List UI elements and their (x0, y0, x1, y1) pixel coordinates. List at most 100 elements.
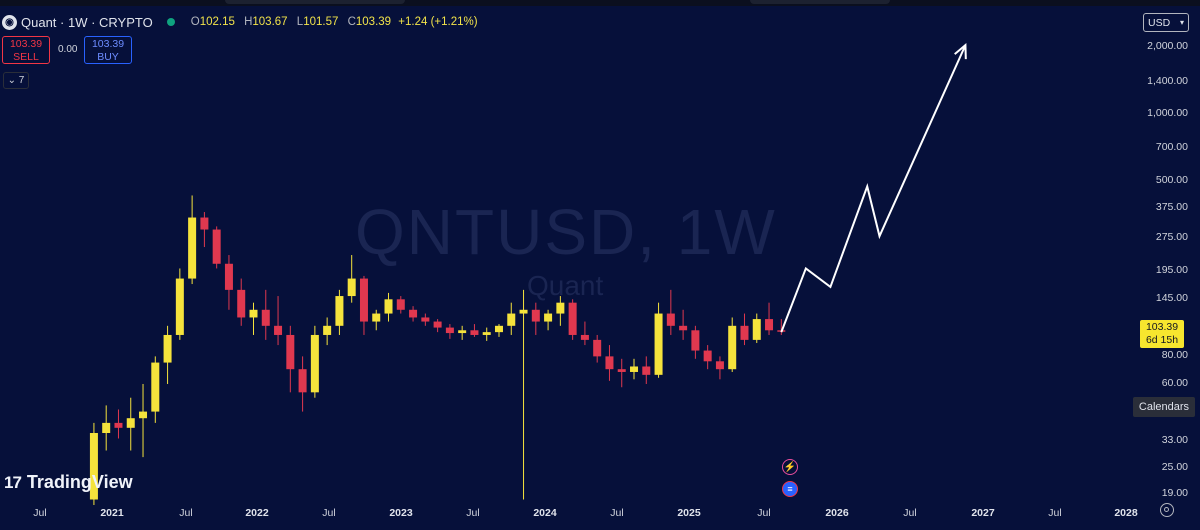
time-axis-label: Jul (757, 507, 771, 519)
browser-tab[interactable] (750, 0, 890, 4)
candle-2021-04 (126, 397, 135, 451)
time-axis-label: Jul (610, 507, 624, 519)
candle-2022-11 (359, 275, 368, 335)
quant-logo-icon: ◉ (2, 14, 17, 30)
ohlc-values: O102.15 H103.67 L101.57 C103.39 +1.24 (+… (190, 16, 478, 28)
time-axis-label: 2024 (533, 507, 557, 519)
candle-2022-08 (323, 317, 332, 346)
symbol-header[interactable]: ◉ Quant · 1W · CRYPTO O102.15 H103.67 L1… (2, 12, 478, 32)
candle-2022-12 (372, 309, 381, 331)
candle-2021-07 (163, 325, 172, 384)
candle-body (359, 278, 368, 322)
open-value: 102.15 (199, 16, 235, 28)
buy-button[interactable]: 103.39 BUY (84, 36, 132, 64)
candle-body (114, 422, 123, 428)
price-axis-label: 19.00 (1161, 487, 1188, 500)
candle-2021-12 (224, 255, 233, 310)
tradingview-wordmark: TradingView (26, 472, 133, 492)
price-axis-label: 145.00 (1155, 292, 1188, 305)
candle-2024-12 (666, 289, 675, 335)
price-axis-label: 2,000.00 (1147, 40, 1188, 53)
spread-value: 0.00 (58, 44, 78, 55)
candle-body (679, 325, 688, 331)
top-tab-strip (0, 0, 1200, 6)
time-axis-label: Jul (179, 507, 193, 519)
price-axis-label: 195.00 (1155, 263, 1188, 276)
candle-2025-06 (740, 313, 749, 346)
candle-2022-05 (286, 325, 295, 393)
candle-2021-01 (89, 422, 98, 505)
candle-2024-04 (568, 299, 577, 340)
candle-2023-08 (470, 324, 479, 337)
candle-2025-02 (691, 325, 700, 359)
candle-2024-06 (593, 334, 602, 363)
candle-body (372, 313, 381, 322)
candle-2023-11 (507, 302, 516, 335)
last-price-badge: 103.39 6d 15h (1140, 320, 1184, 348)
gear-icon[interactable] (1160, 503, 1174, 517)
candle-body (335, 296, 344, 326)
currency-select[interactable]: USD ▾ (1143, 13, 1189, 32)
candle-body (482, 332, 491, 335)
candle-2022-03 (261, 289, 270, 340)
candle-2024-05 (580, 321, 589, 346)
candle-2023-01 (384, 292, 393, 322)
candle-body (740, 325, 749, 340)
price-axis-label: 80.00 (1161, 349, 1188, 362)
time-axis-label: 2022 (245, 507, 269, 519)
projection-line (780, 44, 967, 333)
candle-body (298, 369, 307, 393)
time-axis-label: 2021 (100, 507, 124, 519)
us-flag-event-icon[interactable]: ≡ (782, 481, 798, 497)
indicators-count: 7 (18, 75, 25, 86)
candle-body (494, 325, 503, 333)
currency-value: USD (1148, 16, 1171, 29)
candle-2021-08 (175, 268, 184, 340)
candle-2022-02 (249, 302, 258, 335)
browser-tab[interactable] (225, 0, 405, 4)
price-axis-label: 500.00 (1155, 173, 1188, 186)
candle-2025-07 (752, 313, 761, 343)
candle-body (433, 321, 442, 328)
candle-body (580, 334, 589, 340)
candle-body (102, 422, 111, 434)
calendars-button[interactable]: Calendars (1133, 397, 1195, 417)
candle-body (458, 330, 467, 334)
candle-body (89, 433, 98, 500)
candle-body (593, 339, 602, 357)
bar-countdown: 6d 15h (1145, 334, 1179, 346)
symbol-title[interactable]: Quant · 1W · CRYPTO (21, 14, 153, 30)
candle-body (384, 299, 393, 314)
candle-body (126, 418, 135, 428)
price-axis-label: 1,400.00 (1147, 74, 1188, 87)
candle-body (200, 217, 209, 230)
candle-2023-09 (482, 327, 491, 341)
indicators-toggle-button[interactable]: ⌄ 7 (3, 72, 29, 89)
candle-2024-08 (617, 358, 626, 388)
candle-body (163, 334, 172, 363)
tradingview-logo[interactable]: 17 TradingView (4, 472, 133, 493)
candle-2024-02 (544, 309, 553, 331)
price-axis-label: 60.00 (1161, 376, 1188, 389)
candle-2022-04 (274, 296, 283, 346)
candle-body (224, 263, 233, 290)
candle-body (752, 319, 761, 340)
candle-body (409, 309, 418, 318)
high-value: 103.67 (252, 16, 288, 28)
candle-2021-06 (151, 356, 160, 423)
candle-2022-07 (310, 325, 319, 398)
sell-button[interactable]: 103.39 SELL (2, 36, 50, 64)
price-axis-label: 1,000.00 (1147, 107, 1188, 119)
market-open-indicator (166, 18, 175, 26)
candle-body (310, 334, 319, 393)
price-axis-label: 33.00 (1161, 434, 1188, 447)
candle-2023-07 (458, 325, 467, 340)
candle-body (188, 217, 197, 279)
price-axis-label: 375.00 (1155, 201, 1188, 214)
candle-2023-12 (519, 289, 528, 500)
lightning-event-icon[interactable]: ⚡ (782, 459, 798, 475)
change-value: +1.24 (+1.21%) (398, 16, 478, 28)
time-axis-label: 2026 (825, 507, 849, 519)
candle-body (421, 317, 430, 322)
